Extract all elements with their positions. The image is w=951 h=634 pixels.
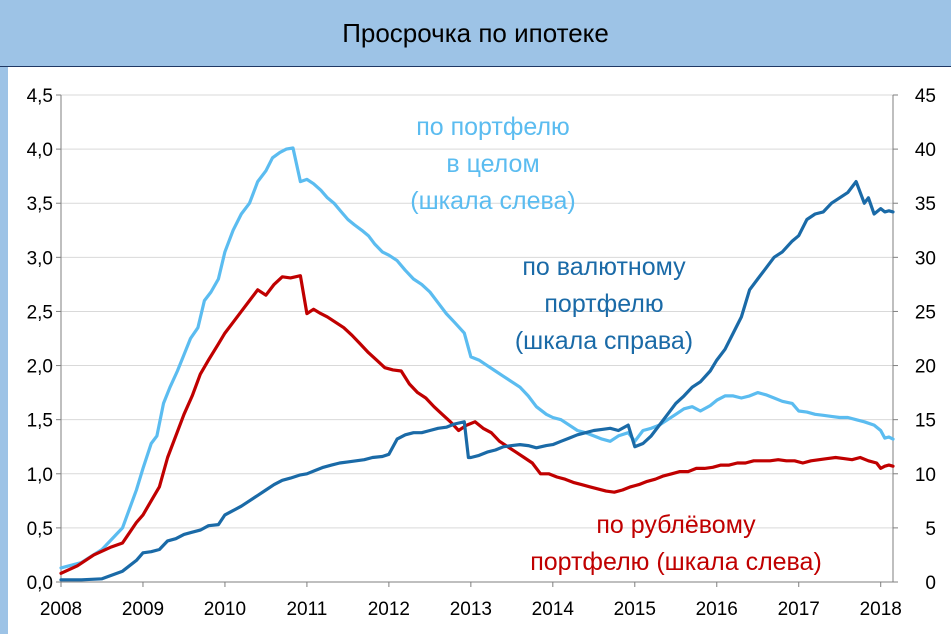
y-right-tick-label: 10: [915, 465, 936, 486]
y-right-tick-label: 30: [915, 248, 936, 269]
y-right-tick-label: 15: [915, 411, 936, 432]
x-tick-label: 2011: [286, 599, 327, 620]
x-tick-label: 2017: [778, 599, 820, 620]
y-left-tick-label: 2,0: [27, 357, 53, 378]
y-left-tick-label: 2,5: [27, 302, 53, 323]
x-tick-label: 2009: [122, 599, 164, 620]
x-tick-label: 2012: [368, 599, 410, 620]
y-left-tick-label: 1,0: [27, 465, 53, 486]
x-tick-label: 2016: [696, 599, 738, 620]
x-tick-label: 2013: [450, 599, 492, 620]
x-tick-label: 2015: [614, 599, 656, 620]
mortgage-delinquency-line-chart: 0,0 0,5 1,0 1,5 2,0 2,5 3,0 3,5 4,0 4,5 0 5 10 15 20 25…: [27, 86, 936, 620]
y-right-tick-label: 20: [915, 357, 936, 378]
y-right-tick-label: 40: [915, 140, 936, 161]
x-tick-label: 2014: [532, 599, 575, 620]
x-tick-label: 2018: [860, 599, 902, 620]
series-line-ruble-portfolio: [59, 274, 895, 575]
y-left-tick-label: 4,0: [27, 140, 53, 161]
annotation-fx-portfolio-line: по валютному: [522, 253, 686, 281]
y-right-tick-label: 5: [925, 519, 936, 540]
y-right-tick-label: 45: [915, 86, 936, 107]
x-tick-label: 2010: [204, 599, 246, 620]
y-right-tick-label: 25: [915, 302, 936, 323]
x-tick-label: 2008: [40, 599, 82, 620]
y-left-tick-label: 0,5: [27, 519, 53, 540]
series-line-total-portfolio: [59, 146, 895, 570]
y-right-tick-label: 0: [925, 573, 936, 594]
annotation-fx-portfolio-line: портфелю: [544, 290, 663, 318]
annotation-fx-portfolio-line: (шкала справа): [515, 327, 693, 355]
y-left-tick-label: 3,5: [27, 194, 53, 215]
y-left-tick-label: 3,0: [27, 248, 53, 269]
annotation-total-portfolio-line: в целом: [446, 150, 539, 178]
series-line-fx-portfolio: [59, 179, 895, 582]
annotation-total-portfolio-line: (шкала слева): [410, 187, 575, 215]
y-right-tick-label: 35: [915, 194, 936, 215]
y-left-tick-label: 4,5: [27, 86, 53, 107]
annotation-ruble-portfolio-line: портфелю (шкала слева): [530, 548, 822, 576]
chart-frame: 0,0 0,5 1,0 1,5 2,0 2,5 3,0 3,5 4,0 4,5 0 5 10 15 20 25…: [8, 67, 951, 634]
annotation-total-portfolio-line: по портфелю: [416, 113, 570, 141]
y-left-tick-label: 1,5: [27, 411, 53, 432]
y-left-tick-label: 0,0: [27, 573, 53, 594]
annotation-ruble-portfolio-line: по рублёвому: [596, 511, 756, 539]
chart-title: Просрочка по ипотеке: [0, 0, 951, 67]
